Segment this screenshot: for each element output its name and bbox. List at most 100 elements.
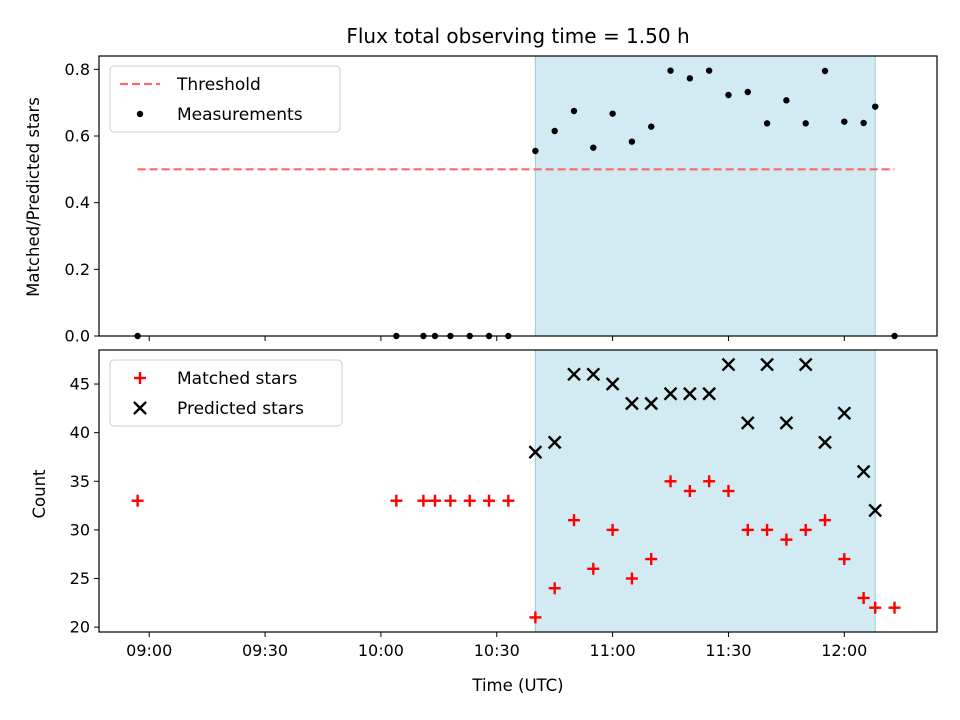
bottom-point-0-25 <box>857 591 870 604</box>
top-observing-window <box>535 56 876 336</box>
top-point-0-18 <box>725 91 732 99</box>
bottom-plot: 20 25 30 35 40 45 09:00 09:30 10:00 10:30 11:00 11:… <box>70 349 938 660</box>
top-plot: 0.0 0.2 0.4 0.6 0.8 Threshold Measurements <box>65 55 938 346</box>
xtick-label-0: 09:00 <box>126 641 172 660</box>
top-point-0-15 <box>667 67 674 74</box>
bottom-series-matched-stars <box>131 475 901 624</box>
bottom-point-1-12 <box>760 357 774 372</box>
top-point-0-10 <box>570 107 578 115</box>
bottom-point-1-15 <box>818 435 832 450</box>
bottom-ytick-label-2: 30 <box>70 520 90 539</box>
bottom-ytick-label-1: 25 <box>70 569 90 588</box>
bottom-point-0-18 <box>722 485 735 497</box>
top-point-0-11 <box>590 144 597 151</box>
bottom-point-1-3-b <box>586 367 601 382</box>
xtick-label-3: 10:30 <box>474 641 520 660</box>
bottom-legend-key-1 <box>133 401 147 415</box>
top-legend-key-1 <box>136 110 144 118</box>
top-point-0-21 <box>783 97 790 104</box>
bottom-point-1-7-b <box>663 386 678 401</box>
bottom-point-1-0 <box>528 445 543 459</box>
bottom-point-1-18 <box>868 503 883 518</box>
bottom-legend-label-1: Predicted stars <box>177 399 304 419</box>
bottom-point-1-16 <box>837 406 852 421</box>
bottom-point-0-9 <box>548 582 561 595</box>
xtick-label-4: 11:00 <box>590 641 636 660</box>
top-ytick-label-4: 0.8 <box>65 60 90 79</box>
bottom-point-0-8 <box>529 611 542 624</box>
bottom-point-1-7 <box>663 386 678 401</box>
bottom-point-1-9-b <box>702 386 717 401</box>
bottom-point-0-16 <box>683 485 696 497</box>
bottom-point-0-12 <box>606 523 619 536</box>
bottom-point-0-13 <box>625 572 638 585</box>
bottom-point-0-5 <box>463 494 476 507</box>
bottom-point-1-8 <box>682 386 697 401</box>
bottom-legend-box <box>109 359 343 427</box>
top-point-0-22 <box>802 120 809 127</box>
bottom-point-1-15-b <box>818 435 832 450</box>
bottom-point-1-4-b <box>605 377 620 391</box>
top-point-0-16 <box>686 75 694 82</box>
bottom-point-1-4 <box>605 377 620 391</box>
bottom-point-1-8-b <box>682 386 697 401</box>
bottom-point-0-14 <box>645 553 658 566</box>
top-legend-box <box>109 65 341 133</box>
bottom-point-1-16-b <box>837 406 852 421</box>
bottom-point-1-10 <box>721 357 736 372</box>
bottom-point-0-7 <box>502 494 515 507</box>
top-point-0-13 <box>628 138 636 145</box>
bottom-legend-key-1-b <box>133 401 147 415</box>
xtick-label-6: 12:00 <box>821 641 867 660</box>
x-axis-label: Time (UTC) <box>471 676 563 695</box>
bottom-point-0-6 <box>483 494 496 507</box>
bottom-point-1-9 <box>702 386 717 401</box>
top-point-0-19 <box>744 88 751 96</box>
bottom-point-0-20 <box>761 523 774 536</box>
bottom-ytick-label-0: 20 <box>70 618 90 637</box>
top-ytick-label-1: 0.2 <box>65 260 90 279</box>
bottom-point-1-11-b <box>740 416 755 430</box>
top-axes-frame <box>98 55 938 337</box>
bottom-point-0-23 <box>819 514 832 527</box>
bottom-point-1-3 <box>586 367 601 382</box>
bottom-point-1-14-b <box>798 357 813 372</box>
bottom-legend-label-0: Matched stars <box>177 369 297 389</box>
bottom-point-1-5-b <box>625 396 639 411</box>
top-y-axis-label: Matched/Predicted stars <box>24 97 43 297</box>
bottom-point-1-5 <box>625 396 639 411</box>
bottom-axes-frame <box>98 349 938 633</box>
chart-title: Flux total observing time = 1.50 h <box>346 24 689 48</box>
bottom-ytick-label-4: 40 <box>70 423 90 442</box>
bottom-point-0-3 <box>428 494 441 507</box>
bottom-ytick-label-5: 45 <box>70 375 90 394</box>
top-point-0-9 <box>551 127 558 135</box>
bottom-point-0-27 <box>888 601 901 614</box>
bottom-point-0-26 <box>869 601 882 614</box>
top-point-0-17 <box>705 67 713 74</box>
top-ytick-label-2: 0.4 <box>65 193 90 212</box>
bottom-point-1-6-b <box>644 396 659 411</box>
bottom-point-1-2-b <box>567 367 581 382</box>
bottom-y-axis-label: Count <box>30 469 49 519</box>
bottom-point-0-15 <box>664 475 677 488</box>
xtick-label-2: 10:00 <box>358 641 404 660</box>
bottom-point-0-11 <box>587 562 600 575</box>
top-point-0-23 <box>821 67 829 75</box>
top-legend-label-1: Measurements <box>177 105 303 125</box>
bottom-point-1-0-b <box>528 445 543 459</box>
bottom-point-0-21 <box>780 533 793 546</box>
top-legend-label-0: Threshold <box>176 75 261 95</box>
bottom-point-0-1 <box>390 494 403 507</box>
top-point-0-12 <box>609 110 616 117</box>
bottom-point-1-18-b <box>868 503 883 518</box>
bottom-point-0-24 <box>838 553 851 566</box>
top-point-0-25 <box>860 119 867 127</box>
bottom-point-1-14 <box>798 357 813 372</box>
top-point-0-26 <box>872 103 879 110</box>
bottom-point-0-4 <box>444 494 457 507</box>
bottom-ytick-label-3: 35 <box>70 472 90 491</box>
top-ytick-label-0: 0.0 <box>65 327 90 346</box>
top-point-0-24 <box>841 118 848 125</box>
bottom-point-1-6 <box>644 396 659 411</box>
